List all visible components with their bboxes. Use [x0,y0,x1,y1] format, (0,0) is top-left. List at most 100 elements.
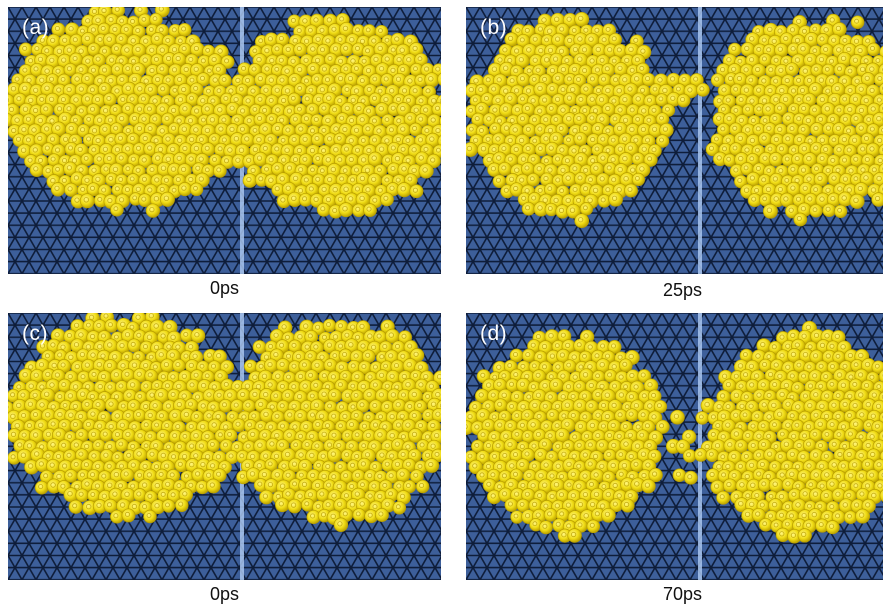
gold-atom [338,202,354,218]
gold-atom-core [285,46,291,53]
gold-atom-core [548,333,554,339]
gold-atom-core [164,116,170,122]
gold-atom-core [20,147,27,153]
gold-atom-core [519,37,525,43]
gold-atom-core [280,97,287,104]
gold-atom-core [297,334,303,340]
gold-atom [516,72,531,87]
gold-atom-core [229,105,235,111]
gold-atom-core [630,167,636,173]
gold-atom-core [279,361,285,368]
gold-atom-core [37,157,43,163]
gold-atom-core [697,451,703,457]
gold-atom-core [304,344,310,350]
gold-atom-core [135,145,141,151]
gold-atom-core [245,77,251,83]
gold-atom-core [309,452,315,459]
gold-atom-core [343,186,349,192]
gold-atom-core [291,342,297,348]
gold-atom-core [354,491,360,497]
gold-atom-core [166,55,172,62]
gold-atom-core [153,464,159,470]
gold-atom-core [485,422,491,428]
gold-atom-core [853,176,859,182]
gold-atom-core [439,403,441,408]
gold-atom [379,192,394,207]
gold-atom-core [424,434,431,440]
gold-atom-core [577,135,583,141]
gold-atom-core [159,432,165,439]
gold-atom-core [411,431,418,438]
gold-atom-core [524,412,530,418]
gold-atom-core [543,503,549,509]
gold-atom-core [576,402,582,408]
gold-atom-core [44,85,50,91]
gold-atom-core [337,521,343,527]
gold-atom-core [507,363,513,368]
gold-atom-core [389,88,395,94]
gold-atom [402,479,417,494]
gold-atom-core [524,27,530,33]
gold-atom-core [325,38,331,44]
gold-atom-core [376,128,382,134]
gold-atom-core [135,65,141,72]
gold-atom-core [413,107,419,113]
gold-atom-core [430,117,436,123]
gold-atom [145,203,161,218]
gold-atom-core [531,77,537,82]
gold-atom-core [141,116,147,122]
gold-atom-core [278,57,284,63]
gold-atom [877,468,883,484]
gold-atom-core [848,168,854,174]
gold-atom-core [720,393,726,399]
gold-atom-core [359,323,365,329]
gold-atom-core [622,97,628,103]
gold-atom-core [135,46,141,53]
gold-atom-core [141,157,147,163]
gold-atom-core [854,78,860,84]
gold-atom-core [50,177,56,184]
gold-atom-core [215,413,221,420]
gold-atom-core [111,354,118,360]
gold-atom-core [842,401,848,408]
gold-atom-core [204,145,210,151]
gold-atom-core [560,66,567,73]
gold-atom-core [383,323,390,329]
gold-atom [189,182,204,197]
gold-atom-core [325,117,331,124]
gold-atom-core [588,177,593,183]
gold-atom-core [847,393,853,399]
gold-atom-core [807,138,813,144]
gold-atom-core [611,383,617,389]
gold-atom-core [355,27,360,33]
gold-atom-core [10,454,16,460]
gold-atom-core [503,187,509,193]
gold-atom-core [326,482,332,488]
gold-atom-core [377,473,383,479]
gold-atom [768,477,784,493]
gold-atom-core [869,374,875,380]
gold-atom-core [513,471,519,477]
gold-atom-core [187,118,194,124]
gold-atom-core [119,502,126,508]
gold-atom-core [560,332,566,338]
gold-atom-core [199,423,206,430]
gold-atom-core [96,156,102,162]
gold-atom-core [238,86,244,92]
gold-atom-core [617,166,623,173]
gold-atom-core [119,422,125,428]
gold-atom-core [11,127,17,134]
gold-atom-core [490,493,496,499]
gold-atom-core [589,522,595,528]
gold-atom-core [699,86,705,92]
gold-atom-core [807,56,813,63]
gold-atom-core [235,157,241,163]
gold-atom-core [348,138,354,144]
gold-atom-core [564,421,570,427]
gold-atom-core [239,126,245,132]
gold-atom-core [564,58,570,64]
gold-atom-core [86,322,91,328]
gold-atom-core [400,392,406,398]
gold-atom-core [796,116,802,122]
gold-atom-core [319,27,325,33]
